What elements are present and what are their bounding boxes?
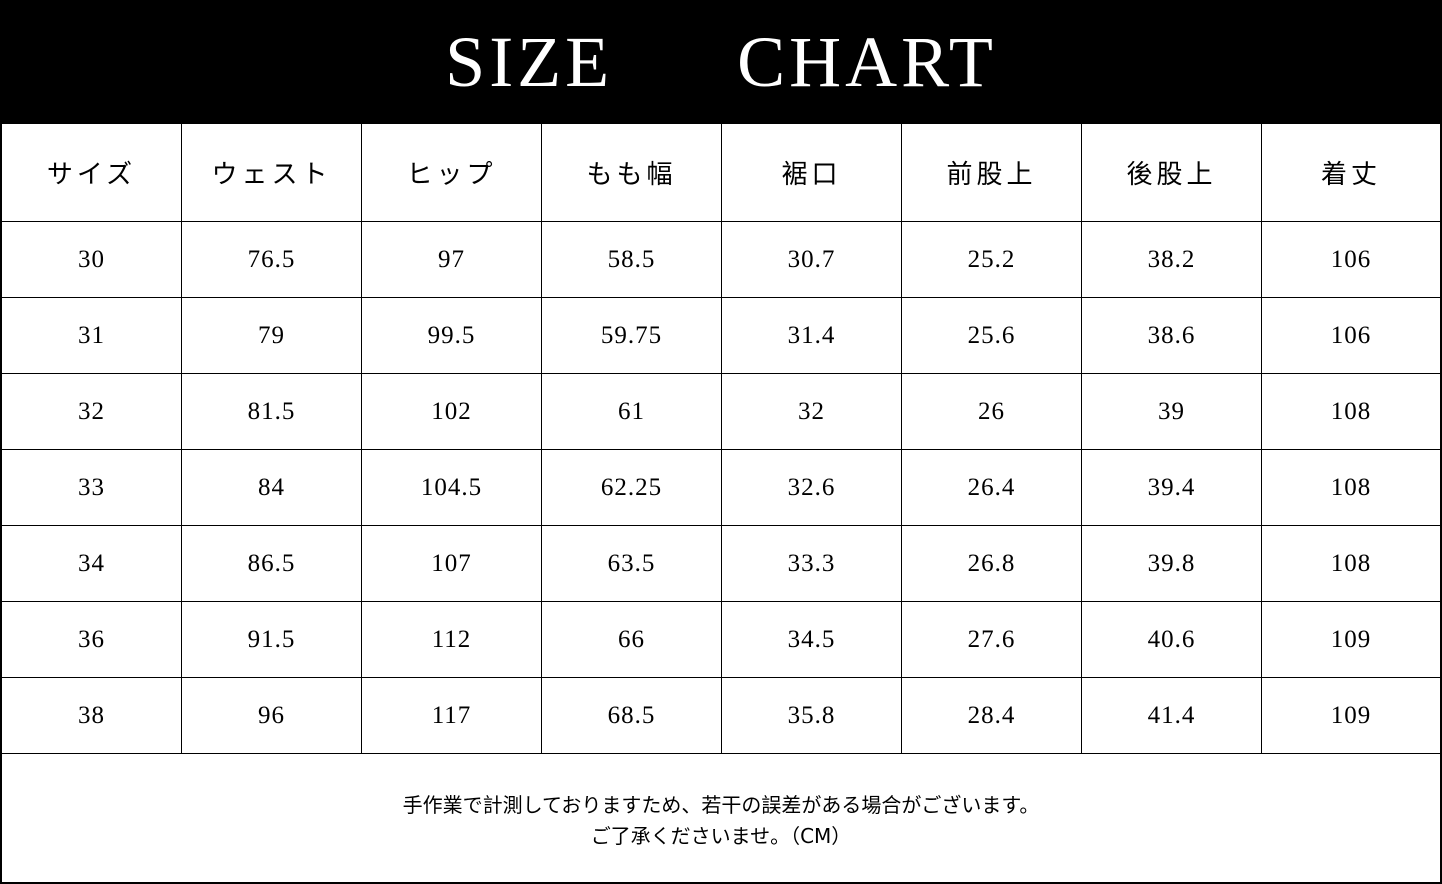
footer-line-2: ご了承くださいませ。（CM）: [590, 824, 852, 848]
table-row: 31 79 99.5 59.75 31.4 25.6 38.6 106: [2, 298, 1440, 374]
table-cell: 96: [182, 678, 362, 753]
title-banner: SIZE CHART: [0, 0, 1442, 124]
column-header: ヒップ: [362, 124, 542, 221]
table-cell: 33.3: [722, 526, 902, 601]
table-cell: 76.5: [182, 222, 362, 297]
table-row: 34 86.5 107 63.5 33.3 26.8 39.8 108: [2, 526, 1440, 602]
chart-title: SIZE CHART: [445, 21, 997, 102]
table-cell: 84: [182, 450, 362, 525]
table-cell: 63.5: [542, 526, 722, 601]
table-cell: 26.4: [902, 450, 1082, 525]
table-cell: 81.5: [182, 374, 362, 449]
table-cell: 36: [2, 602, 182, 677]
table-cell: 32: [722, 374, 902, 449]
table-cell: 117: [362, 678, 542, 753]
column-header: 前股上: [902, 124, 1082, 221]
table-cell: 108: [1330, 473, 1372, 501]
table-cell: 32.6: [722, 450, 902, 525]
table-cell: 109: [1330, 701, 1372, 729]
column-header: 後股上: [1082, 124, 1262, 221]
table-cell: 34: [2, 526, 182, 601]
table-cell: 104.5: [362, 450, 542, 525]
table-row: 32 81.5 102 61 32 26 39 108: [2, 374, 1440, 450]
table-row: 38 96 117 68.5 35.8 28.4 41.4 109: [2, 678, 1440, 754]
size-table: サイズ ウェスト ヒップ もも幅 裾口 前股上 後股上 着丈 30 76.5 97 58.5 30.7…: [0, 124, 1442, 884]
table-cell: 31: [2, 298, 182, 373]
column-header: ウェスト: [182, 124, 362, 221]
table-cell: 34.5: [722, 602, 902, 677]
column-header: サイズ: [2, 124, 182, 221]
table-cell: 40.6: [1082, 602, 1262, 677]
table-cell: 33: [2, 450, 182, 525]
table-cell: 27.6: [902, 602, 1082, 677]
header-row: サイズ ウェスト ヒップ もも幅 裾口 前股上 後股上 着丈: [2, 124, 1440, 222]
table-cell: 26.8: [902, 526, 1082, 601]
table-cell: 38: [2, 678, 182, 753]
table-cell: 28.4: [902, 678, 1082, 753]
table-cell: 38.6: [1082, 298, 1262, 373]
table-cell: 41.4: [1082, 678, 1262, 753]
table-cell: 62.25: [542, 450, 722, 525]
table-row: 30 76.5 97 58.5 30.7 25.2 38.2 106: [2, 222, 1440, 298]
table-cell: 39.8: [1082, 526, 1262, 601]
table-cell: 26: [902, 374, 1082, 449]
table-cell: 32: [2, 374, 182, 449]
table-cell: 58.5: [542, 222, 722, 297]
table-cell: 106: [1330, 245, 1372, 273]
table-row: 33 84 104.5 62.25 32.6 26.4 39.4 108: [2, 450, 1440, 526]
table-cell: 79: [182, 298, 362, 373]
table-cell: 25.2: [902, 222, 1082, 297]
table-cell: 61: [542, 374, 722, 449]
table-cell: 38.2: [1082, 222, 1262, 297]
table-cell: 66: [542, 602, 722, 677]
table-cell: 68.5: [542, 678, 722, 753]
table-cell: 107: [362, 526, 542, 601]
table-cell: 39.4: [1082, 450, 1262, 525]
table-cell: 30: [2, 222, 182, 297]
table-cell: 102: [362, 374, 542, 449]
table-cell: 97: [362, 222, 542, 297]
table-cell: 109: [1330, 625, 1372, 653]
column-header: 着丈: [1320, 160, 1381, 190]
table-cell: 31.4: [722, 298, 902, 373]
table-cell: 25.6: [902, 298, 1082, 373]
table-cell: 86.5: [182, 526, 362, 601]
table-cell: 91.5: [182, 602, 362, 677]
table-cell: 108: [1330, 397, 1372, 425]
table-cell: 35.8: [722, 678, 902, 753]
table-cell: 108: [1330, 549, 1372, 577]
column-header: 裾口: [722, 124, 902, 221]
table-cell: 30.7: [722, 222, 902, 297]
table-cell: 59.75: [542, 298, 722, 373]
footer-line-1: 手作業で計測しておりますため、若干の誤差がある場合がございます。: [402, 793, 1040, 817]
footer-note: 手作業で計測しておりますため、若干の誤差がある場合がございます。 ご了承ください…: [2, 754, 1440, 882]
table-cell: 106: [1330, 321, 1372, 349]
column-header: もも幅: [542, 124, 722, 221]
table-cell: 39: [1082, 374, 1262, 449]
table-cell: 112: [362, 602, 542, 677]
table-cell: 99.5: [362, 298, 542, 373]
table-row: 36 91.5 112 66 34.5 27.6 40.6 109: [2, 602, 1440, 678]
